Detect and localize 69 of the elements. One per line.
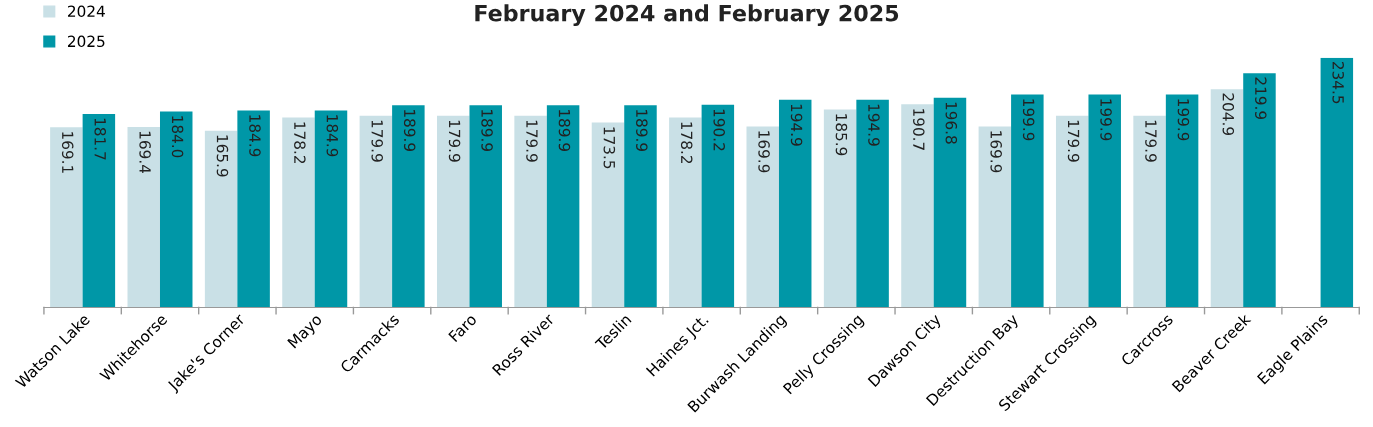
- bar: [624, 105, 657, 308]
- data-label: 179.9: [371, 120, 383, 162]
- data-label: 199.9: [1022, 99, 1035, 141]
- data-label: 169.9: [990, 131, 1002, 173]
- bar: [933, 97, 967, 308]
- data-label: 204.9: [1222, 93, 1235, 136]
- data-label: 194.9: [868, 104, 880, 146]
- data-label: 185.9: [835, 114, 848, 156]
- legend-label: 2025: [67, 35, 105, 48]
- bar: [82, 113, 116, 308]
- data-label: 178.2: [680, 122, 693, 164]
- bar: [392, 105, 425, 308]
- data-label: 189.9: [636, 110, 648, 152]
- data-label: 178.2: [294, 122, 306, 164]
- chart-title: February 2024 and February 2025: [475, 4, 899, 26]
- bar: [669, 117, 702, 308]
- data-label: 199.9: [1177, 99, 1190, 141]
- bar: [746, 126, 779, 308]
- data-label: 169.4: [139, 131, 151, 174]
- bar: [1055, 115, 1089, 308]
- bar: [901, 104, 934, 308]
- bar: [1210, 89, 1244, 308]
- data-label: 165.9: [216, 135, 229, 177]
- bar: [204, 130, 238, 308]
- data-label: 184.9: [249, 115, 261, 157]
- data-label: 169.9: [758, 131, 770, 173]
- data-label: 179.9: [448, 120, 461, 162]
- data-label: 190.2: [713, 109, 725, 151]
- data-label: 179.9: [1145, 120, 1157, 162]
- bar: [823, 109, 857, 308]
- data-label: 189.9: [481, 110, 493, 152]
- bar: [314, 110, 348, 308]
- bar: [1133, 115, 1166, 308]
- bar: [159, 111, 193, 308]
- bar: [50, 127, 83, 308]
- bar: [1165, 94, 1199, 308]
- data-label: 169.1: [61, 132, 74, 173]
- bar: [514, 115, 547, 308]
- data-label: 184.0: [171, 116, 184, 158]
- bar: [1011, 94, 1044, 308]
- data-label: 196.8: [945, 102, 958, 144]
- data-label: 181.7: [94, 118, 106, 160]
- data-label: 184.9: [326, 115, 339, 157]
- bar: [701, 104, 735, 308]
- bar: [282, 117, 315, 308]
- data-label: 189.9: [558, 110, 571, 152]
- data-label: 234.5: [1332, 61, 1344, 104]
- data-label: 179.9: [526, 120, 538, 162]
- bar: [591, 122, 625, 308]
- bar: [978, 126, 1012, 308]
- bar: [1320, 57, 1354, 308]
- data-label: 219.9: [1255, 77, 1267, 120]
- bar: [1088, 94, 1121, 308]
- bar: [436, 115, 470, 308]
- bar: [469, 105, 502, 308]
- bar: [127, 126, 160, 308]
- bar: [546, 105, 580, 308]
- bar: [1243, 73, 1276, 308]
- data-label: 190.7: [913, 109, 925, 150]
- data-label: 179.9: [1067, 120, 1080, 162]
- data-label: 194.9: [790, 104, 803, 146]
- data-label: 189.9: [403, 110, 416, 152]
- legend-label: 2024: [67, 5, 105, 18]
- bar: [778, 99, 812, 308]
- data-label: 199.9: [1100, 99, 1112, 141]
- bar: [359, 115, 393, 308]
- bar: [237, 110, 270, 308]
- data-label: 173.5: [603, 127, 616, 169]
- bar: [856, 99, 889, 308]
